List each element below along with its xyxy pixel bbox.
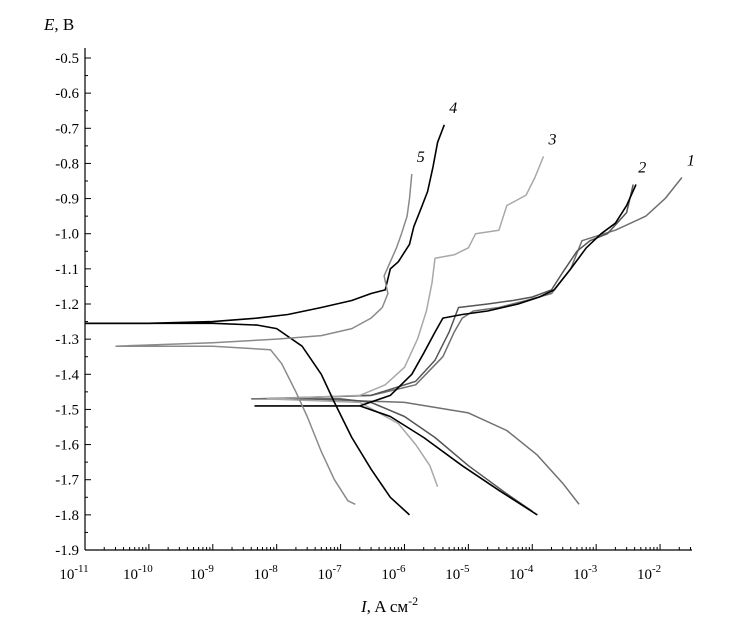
x-axis-unit: , A см [367,597,409,616]
curve-label-2: 2 [638,160,646,177]
x-tick-base: 10 [445,567,460,583]
x-tick-label: 10-5 [445,563,470,583]
y-tick-label: -0.9 [55,192,79,208]
x-tick-exponent: -4 [524,563,534,575]
curve-5-cathodic [115,345,356,505]
x-tick-label: 10-11 [59,563,88,583]
curve-3-anodic [266,156,545,400]
x-tick-exponent: -3 [588,563,598,575]
x-tick-base: 10 [509,567,524,583]
curve-1-anodic [251,177,683,400]
y-axis-unit: , B [54,15,74,34]
x-tick-label: 10-6 [381,563,406,583]
x-tick-base: 10 [317,567,332,583]
curve-2-cathodic [266,398,533,512]
curves [85,124,683,516]
x-tick-label: 10-4 [509,563,534,583]
x-tick-exponent: -10 [138,563,153,575]
x-tick-label: 10-7 [317,563,342,583]
y-tick-label: -1.9 [55,543,79,559]
x-axis-unit-exponent: -2 [408,594,418,608]
axes [84,48,692,551]
curve-2-anodic [266,184,634,400]
x-tick-label: 10-2 [637,563,661,583]
curve-label-1: 1 [687,152,695,169]
x-tick-base: 10 [381,567,396,583]
x-tick-base: 10 [59,567,74,583]
curve-4-anodic [85,124,446,325]
curve-5-anodic [115,173,413,347]
x-tick-exponent: -8 [269,563,279,575]
y-tick-label: -1.2 [55,297,79,313]
x-tick-label: 10-3 [573,563,598,583]
y-tick-label: -1.3 [55,332,79,348]
x-tick-base: 10 [123,567,138,583]
y-tick-label: -1.5 [55,402,79,418]
x-tick-exponent: -9 [205,563,215,575]
y-tick-label: -0.8 [55,156,79,172]
x-tick-exponent: -2 [652,563,661,575]
x-axis-symbol: I [360,597,368,616]
x-ticks: 10-11 10-10 10-9 10-8 10-7 10-6 10-5 10-4 10-3 10… [59,544,692,583]
curve-label-5: 5 [417,149,425,166]
x-tick-base: 10 [573,567,588,583]
x-tick-exponent: -11 [74,563,88,575]
x-axis-title: I, A см-2 [360,594,418,616]
y-tick-label: -0.6 [55,86,79,102]
y-tick-label: -1.1 [55,262,79,278]
x-tick-base: 10 [254,567,269,583]
x-tick-label: 10-8 [254,563,279,583]
curve-labels: 1 2 3 4 5 [417,100,695,177]
x-tick-label: 10-10 [123,563,153,583]
curve-label-4: 4 [449,100,457,117]
curve-4-branch_up [359,184,637,407]
y-tick-label: -1.8 [55,508,79,524]
x-tick-base: 10 [637,567,652,583]
x-tick-exponent: -5 [460,563,470,575]
x-tick-label: 10-9 [190,563,215,583]
y-tick-label: -1.7 [55,473,79,489]
y-tick-label: -1.6 [55,438,79,454]
curve-4-cathodic [85,322,411,516]
x-tick-exponent: -6 [396,563,406,575]
y-axis-symbol: E [43,15,55,34]
curve-label-3: 3 [548,131,557,148]
x-tick-base: 10 [190,567,205,583]
y-tick-label: -0.7 [55,121,79,137]
x-tick-exponent: -7 [332,563,342,575]
y-tick-label: -1.4 [55,367,79,383]
curve-4-branch [254,405,538,516]
y-axis-title: E, B [43,15,74,34]
y-tick-label: -1.0 [55,227,79,243]
curve-1-cathodic [251,398,580,505]
y-tick-label: -0.5 [55,51,79,67]
y-ticks: -0.5 -0.6 -0.7 -0.8 -0.9 -1.0 -1.1 -1.2 -1.3 -1.4… [55,51,91,559]
curve-3-cathodic [266,398,439,487]
